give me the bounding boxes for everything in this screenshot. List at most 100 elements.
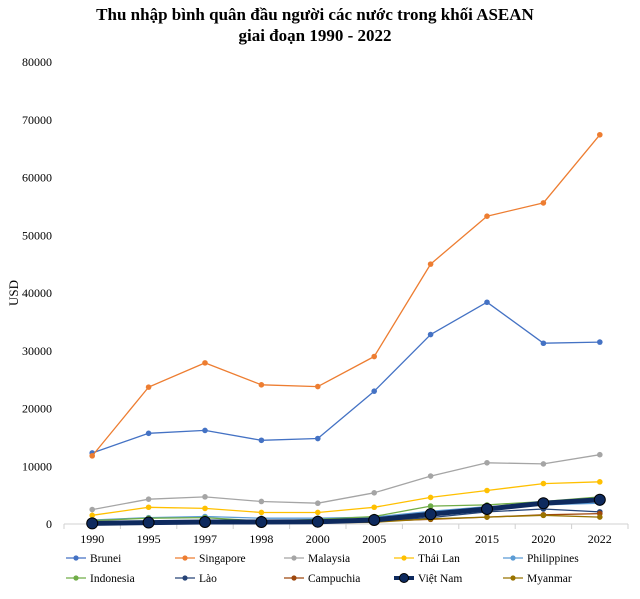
data-point <box>481 502 493 515</box>
data-point <box>540 480 547 487</box>
data-point <box>597 131 603 138</box>
data-point <box>371 353 378 360</box>
legend-label: Campuchia <box>308 573 360 585</box>
x-tick-label: 2010 <box>419 532 443 546</box>
y-axis-ticks: 0 10000 20000 30000 40000 50000 60000 70000 8000… <box>22 55 52 531</box>
legend-label: Lào <box>199 573 217 585</box>
x-tick-label: 2022 <box>588 532 612 546</box>
series-3 <box>89 479 603 519</box>
y-tick-label: 30000 <box>22 344 52 358</box>
data-point <box>255 515 268 528</box>
series-line <box>92 454 600 511</box>
legend-swatch-marker <box>399 573 409 583</box>
data-point <box>89 512 95 519</box>
data-point <box>427 494 434 501</box>
data-point <box>540 461 547 467</box>
data-point <box>597 479 603 485</box>
legend-item: Malaysia <box>284 553 350 565</box>
data-point <box>258 498 265 505</box>
legend-swatch-marker <box>291 555 297 561</box>
data-point <box>145 384 152 390</box>
legend-label: Việt Nam <box>418 573 462 585</box>
legend-label: Singapore <box>199 553 246 565</box>
series-line <box>91 134 601 457</box>
legend-item: Campuchia <box>284 573 360 585</box>
data-point <box>86 517 99 530</box>
legend-swatch-marker <box>182 575 188 581</box>
data-point <box>315 500 321 507</box>
y-axis-label: USD <box>6 280 21 306</box>
legend-item: Indonesia <box>66 573 135 585</box>
legend-item: Brunei <box>66 553 121 565</box>
data-point <box>368 513 381 526</box>
data-point <box>142 516 155 529</box>
legend-swatch-marker <box>510 555 516 561</box>
data-point <box>145 504 152 511</box>
data-point <box>315 383 321 390</box>
chart-title-line-1: Thu nhập bình quân đầu người các nước tr… <box>96 5 534 24</box>
x-tick-label: 1995 <box>137 532 161 546</box>
data-point <box>315 509 321 516</box>
legend-item: Philippines <box>503 553 579 565</box>
data-point <box>258 382 265 388</box>
series-line <box>92 496 600 522</box>
data-point <box>597 451 603 458</box>
data-point <box>484 514 490 520</box>
data-point <box>540 340 547 347</box>
y-tick-label: 50000 <box>22 228 52 242</box>
x-axis-ticks: 1990 1995 1997 1998 2000 2005 2010 2015 2020 2022 <box>63 524 629 546</box>
data-point <box>145 430 152 437</box>
legend-label: Malaysia <box>308 553 350 565</box>
data-point <box>540 200 547 206</box>
legend-swatch-marker <box>182 555 188 561</box>
legend-swatch-marker <box>73 575 79 581</box>
y-tick-label: 80000 <box>22 55 52 69</box>
data-point <box>597 339 603 345</box>
data-point <box>484 487 490 494</box>
series-2 <box>89 451 603 513</box>
data-point <box>202 427 208 434</box>
series-layer <box>86 131 606 530</box>
data-point <box>427 473 434 479</box>
y-tick-label: 20000 <box>22 402 52 416</box>
legend-item: Việt Nam <box>394 573 462 585</box>
data-point <box>258 509 265 516</box>
x-tick-label: 1990 <box>80 532 104 546</box>
legend: Brunei Singapore Malaysia Thái Lan Philippin… <box>66 553 579 585</box>
legend-item: Myanmar <box>503 573 572 585</box>
y-tick-label: 10000 <box>22 459 52 473</box>
legend-swatch-marker <box>73 555 79 561</box>
data-point <box>540 512 547 519</box>
y-tick-label: 60000 <box>22 171 52 185</box>
data-point <box>89 506 95 513</box>
series-1 <box>89 131 603 459</box>
data-point <box>202 494 208 500</box>
data-point <box>315 435 321 442</box>
data-point <box>202 505 208 512</box>
series-line <box>91 301 600 454</box>
legend-swatch-marker <box>291 575 297 581</box>
data-point <box>371 504 378 511</box>
data-point <box>597 514 603 520</box>
data-point <box>593 493 606 506</box>
legend-label: Myanmar <box>527 573 572 585</box>
legend-label: Indonesia <box>90 573 135 585</box>
data-point <box>199 515 211 528</box>
data-point <box>145 496 152 502</box>
series-line <box>92 481 600 516</box>
series-line <box>92 497 600 526</box>
data-point <box>484 213 490 219</box>
data-point <box>427 261 434 267</box>
series-8 <box>86 493 606 530</box>
legend-swatch-marker <box>401 555 407 561</box>
data-point <box>202 360 208 366</box>
data-point <box>484 459 490 466</box>
x-tick-label: 2000 <box>306 532 330 546</box>
chart-title-line-2: giai đoạn 1990 - 2022 <box>238 26 391 45</box>
data-point <box>371 490 378 496</box>
x-tick-label: 2015 <box>475 532 499 546</box>
data-point <box>89 453 95 459</box>
data-point <box>311 515 324 528</box>
x-tick-label: 2020 <box>531 532 555 546</box>
